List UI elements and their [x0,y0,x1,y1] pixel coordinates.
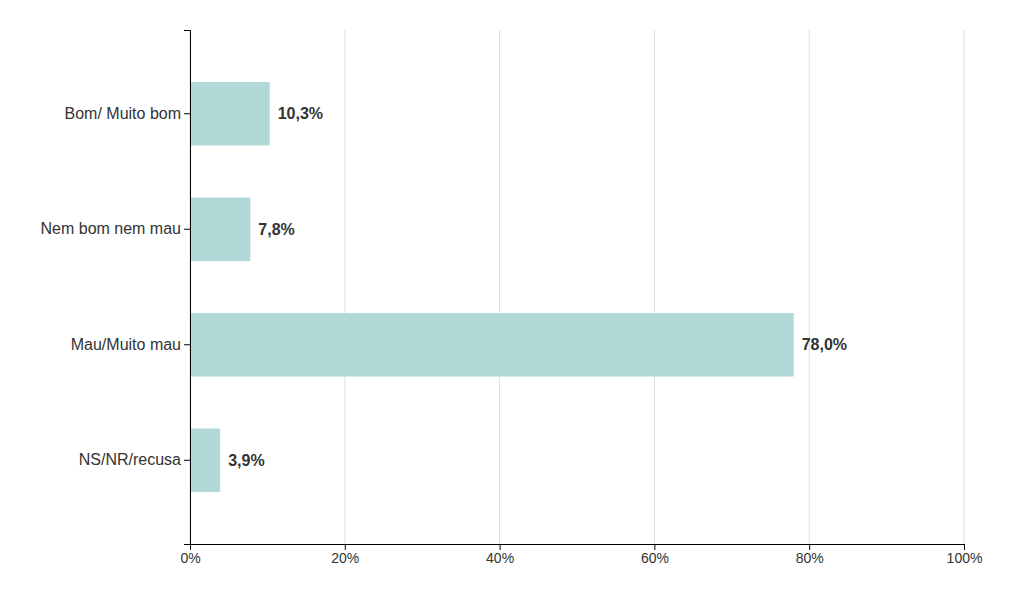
bar [190,428,220,492]
tick-label: 0% [180,550,200,566]
tick-label: NS/NR/recusa [79,451,181,468]
tick: 80% [796,544,824,566]
axis-line [184,31,191,545]
grid-line [654,30,655,544]
grid-line [344,30,345,544]
data-label: 7,8% [258,221,294,238]
tick-label: Bom/ Muito bom [65,105,181,122]
y-axis: NS/NR/recusa Mau/Muito mau Nem bom nem mau… [41,31,191,545]
tick: 20% [331,544,359,566]
tick-label: Mau/Muito mau [71,336,181,353]
tick-label: 100% [947,550,983,566]
tick: Bom/ Muito bom [65,105,190,122]
tick-mark [184,113,190,114]
data-label: 10,3% [278,105,323,122]
tick: Mau/Muito mau [71,336,190,353]
tick-label: 80% [796,550,824,566]
bar [190,197,250,261]
data-labels: 3,9% 78,0% 7,8% 10,3% [228,105,847,469]
tick: NS/NR/recusa [79,451,190,468]
tick: 100% [947,544,983,566]
tick-mark [184,229,190,230]
tick: 60% [641,544,669,566]
tick: Nem bom nem mau [41,220,191,237]
tick-label: 40% [486,550,514,566]
tick-label: 20% [331,550,359,566]
data-label: 78,0% [802,336,847,353]
grid-line [964,30,965,544]
tick-label: 60% [641,550,669,566]
grid [190,30,964,544]
plot-area: 0% 20% 40% 60% 80% 100% NS/NR/recusa Mau/Muito … [41,30,983,566]
bar [190,82,270,146]
tick-label: Nem bom nem mau [41,220,182,237]
bars [190,82,794,492]
tick: 0% [180,544,200,566]
axis-line [191,545,965,551]
grid-line [499,30,500,544]
chart: 0% 20% 40% 60% 80% 100% NS/NR/recusa Mau/Muito … [0,0,1024,594]
grid-line [809,30,810,544]
tick: 40% [486,544,514,566]
x-axis: 0% 20% 40% 60% 80% 100% [180,544,982,566]
tick-mark [184,460,190,461]
tick-mark [184,344,190,345]
bar [190,313,794,377]
data-label: 3,9% [228,452,264,469]
